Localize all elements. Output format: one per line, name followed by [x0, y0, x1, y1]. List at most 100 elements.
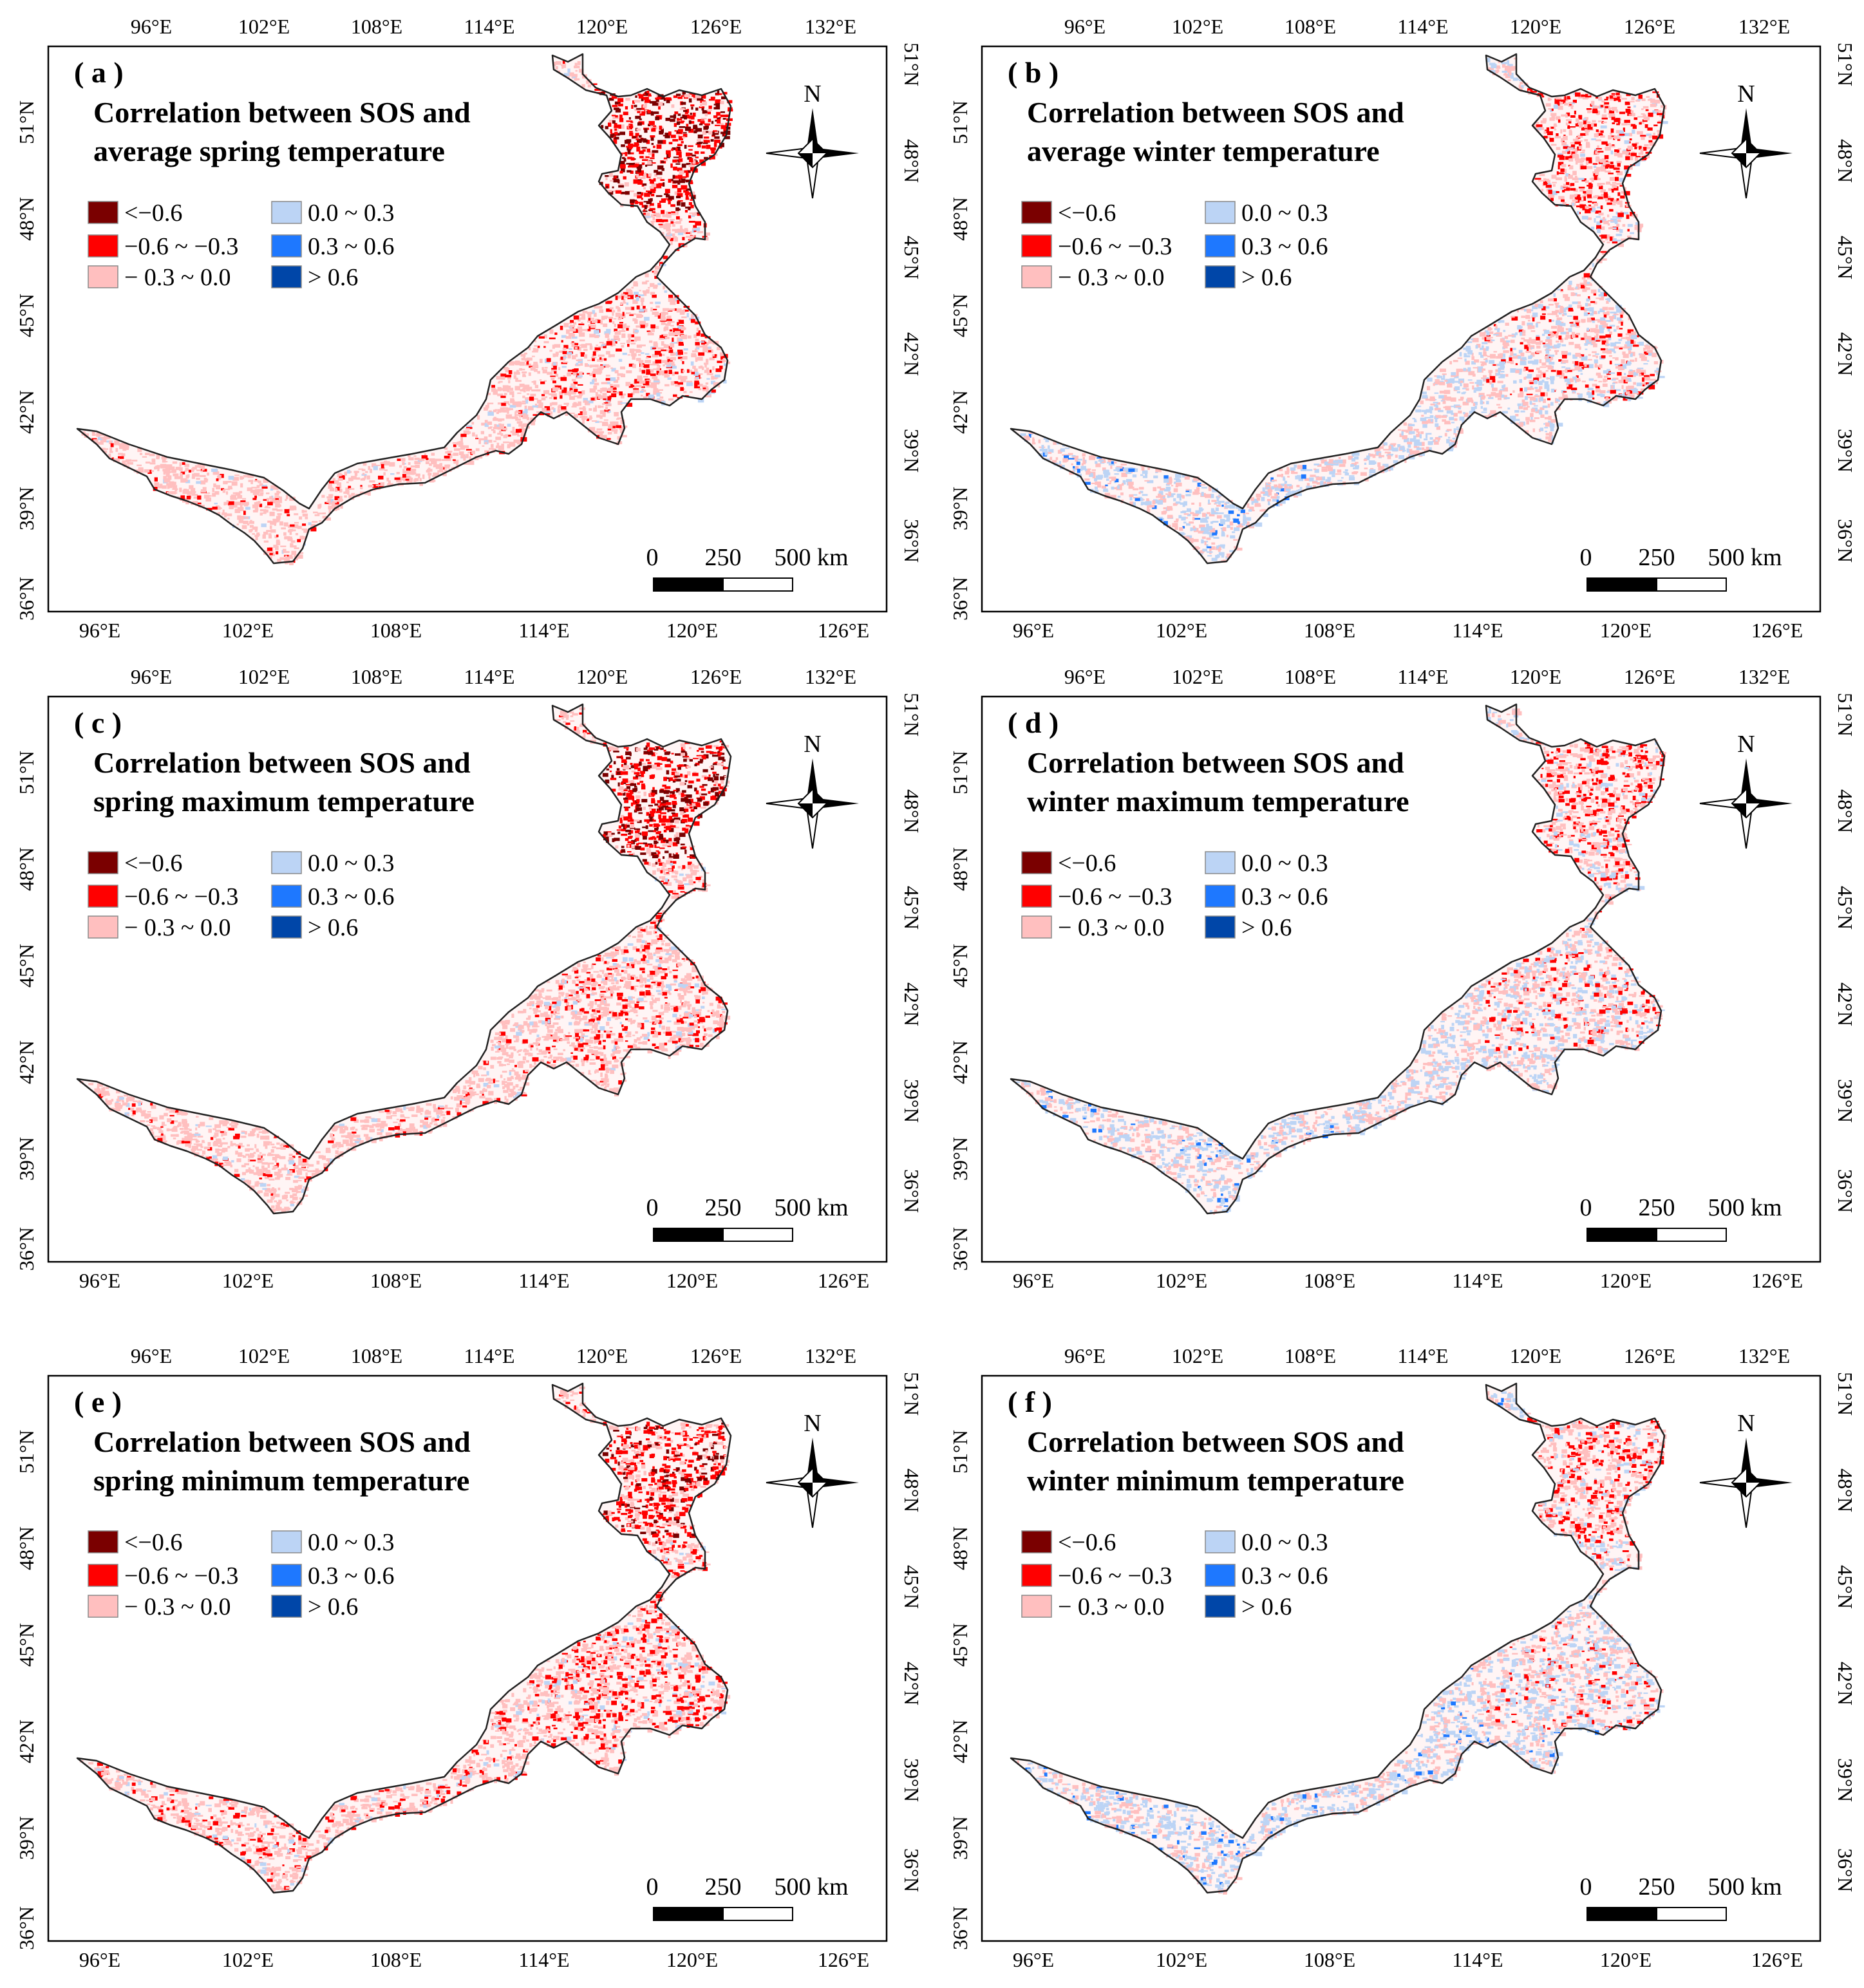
raster-cell: [554, 344, 561, 348]
raster-cell: [1422, 420, 1428, 424]
raster-cell: [1217, 554, 1220, 558]
raster-cell: [1575, 92, 1581, 97]
raster-cell: [1121, 473, 1127, 477]
raster-cell: [1601, 234, 1607, 239]
raster-cell: [533, 361, 538, 364]
raster-cell: [1581, 367, 1585, 370]
top-lon-tick: 120°E: [576, 15, 628, 38]
raster-cell: [1451, 375, 1457, 377]
raster-cell: [1337, 480, 1342, 482]
raster-cell: [1627, 329, 1633, 333]
raster-cell: [579, 314, 582, 316]
raster-cell: [1520, 308, 1525, 310]
raster-cell: [1604, 320, 1611, 323]
raster-cell: [648, 394, 654, 399]
raster-cell: [1564, 102, 1568, 106]
raster-cell: [180, 471, 185, 474]
raster-cell: [1498, 376, 1505, 379]
raster-cell: [334, 496, 340, 500]
raster-cell: [1247, 517, 1252, 521]
raster-cell: [663, 198, 670, 200]
raster-cell: [1082, 460, 1086, 465]
raster-cell: [678, 158, 683, 162]
raster-cell: [1614, 341, 1621, 344]
raster-cell: [1520, 410, 1525, 413]
raster-cell: [1608, 135, 1612, 140]
raster-cell: [691, 314, 694, 319]
raster-cell: [1536, 335, 1539, 337]
raster-cell: [267, 547, 272, 552]
raster-cell: [1284, 480, 1287, 484]
raster-cell: [623, 176, 626, 180]
raster-cell: [1550, 109, 1553, 113]
raster-cell: [567, 68, 570, 73]
top-lon-tick: 126°E: [690, 15, 742, 38]
raster-cell: [410, 465, 415, 468]
raster-cell: [1314, 469, 1319, 473]
raster-cell: [1608, 108, 1611, 110]
raster-cell: [1171, 485, 1174, 487]
raster-cell: [520, 353, 526, 357]
raster-cell: [1604, 98, 1608, 100]
raster-cell: [1592, 263, 1594, 267]
raster-cell: [1210, 509, 1215, 514]
legend-label: − 0.3 ~ 0.0: [124, 264, 231, 291]
raster-cell: [606, 382, 610, 384]
raster-cell: [290, 543, 294, 548]
raster-cell: [685, 194, 688, 199]
raster-cell: [365, 471, 368, 473]
raster-cell: [1197, 482, 1201, 487]
map-svg: 96°E 102°E 108°E 114°E 120°E 126°E 132°E96°E 10…: [948, 15, 1857, 642]
raster-cell: [654, 379, 658, 382]
raster-cell: [636, 147, 639, 152]
raster-cell: [619, 164, 626, 169]
raster-cell: [1198, 530, 1204, 534]
raster-cell: [1532, 312, 1538, 317]
raster-cell: [1645, 147, 1651, 149]
raster-cell: [1588, 296, 1590, 300]
raster-cell: [1585, 355, 1588, 358]
raster-cell: [1530, 361, 1537, 362]
raster-cell: [401, 458, 406, 462]
raster-cell: [1527, 323, 1533, 326]
raster-cell: [551, 402, 558, 406]
raster-cell: [1597, 319, 1602, 323]
raster-cell: [1595, 211, 1601, 214]
raster-cell: [1488, 397, 1494, 399]
raster-cell: [1501, 357, 1506, 360]
raster-cell: [1530, 386, 1533, 388]
raster-cell: [1569, 126, 1576, 128]
raster-cell: [1129, 494, 1134, 498]
raster-cell: [670, 163, 673, 168]
raster-cell: [609, 173, 613, 177]
raster-cell: [524, 409, 528, 413]
raster-cell: [1545, 350, 1550, 354]
raster-cell: [1272, 498, 1279, 502]
raster-cell: [670, 357, 676, 361]
raster-cell: [720, 352, 724, 356]
raster-cell: [1204, 541, 1207, 545]
raster-cell: [1489, 372, 1492, 377]
raster-cell: [1427, 441, 1433, 445]
raster-cell: [1097, 474, 1104, 479]
raster-cell: [1577, 301, 1581, 305]
raster-cell: [361, 469, 366, 471]
raster-cell: [514, 413, 517, 417]
raster-cell: [1471, 361, 1476, 365]
raster-cell: [1643, 377, 1650, 381]
raster-cell: [1554, 100, 1560, 104]
raster-cell: [237, 494, 243, 499]
raster-cell: [513, 375, 517, 379]
raster-cell: [1467, 341, 1473, 343]
raster-cell: [1437, 380, 1444, 383]
raster-cell: [1610, 128, 1614, 133]
raster-cell: [1581, 195, 1585, 199]
raster-cell: [1563, 169, 1567, 174]
raster-cell: [1594, 149, 1597, 151]
raster-cell: [585, 343, 592, 346]
raster-cell: [278, 491, 281, 494]
raster-cell: [650, 203, 654, 206]
raster-cell: [1312, 481, 1317, 484]
raster-cell: [274, 535, 278, 539]
raster-cell: [1609, 98, 1616, 101]
